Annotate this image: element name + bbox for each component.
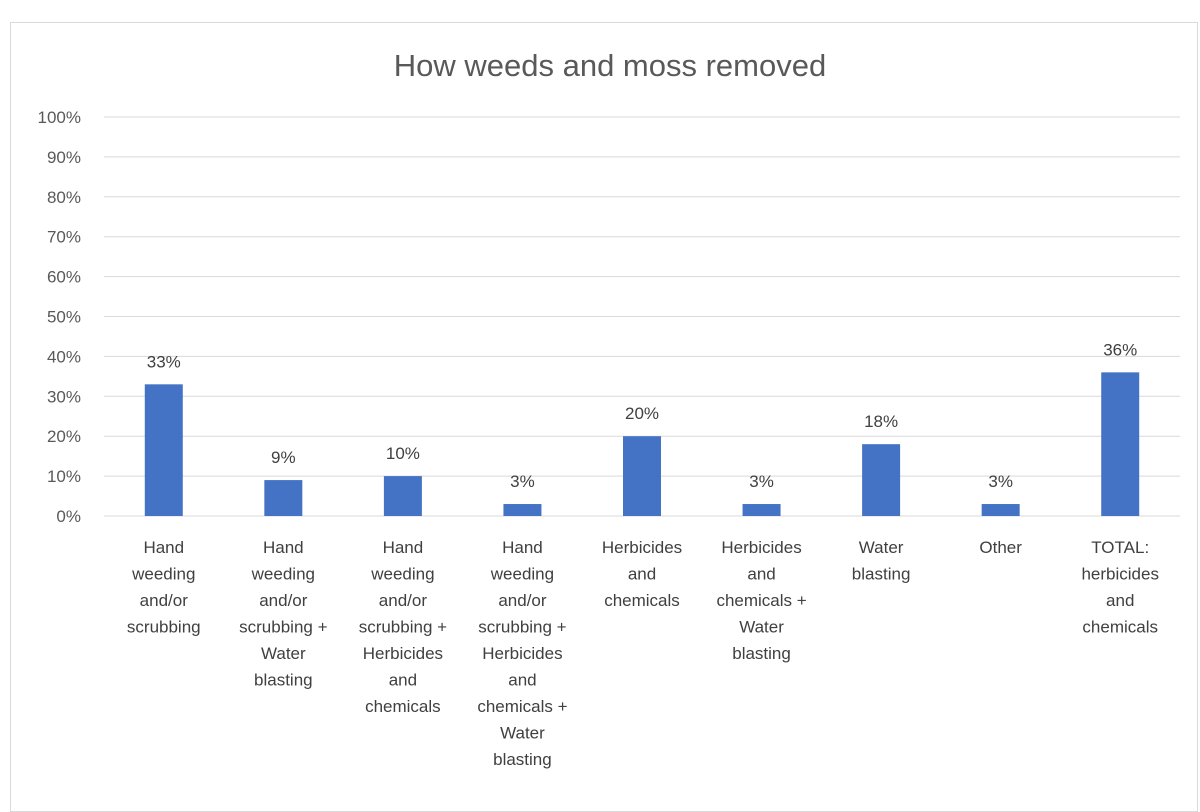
bar: [1101, 372, 1140, 516]
y-tick-label: 100%: [38, 108, 81, 127]
category-label: weeding: [251, 565, 315, 584]
category-label: scrubbing +: [239, 618, 327, 637]
data-labels: 33% 9% 10% 3% 20% 3% 18% 3% 36%: [147, 340, 1137, 491]
data-label: 10%: [386, 444, 420, 463]
category-label: Herbicides: [721, 538, 801, 557]
category-label: weeding: [490, 565, 554, 584]
category-label: and/or: [259, 591, 308, 610]
chart-frame: [10, 22, 1198, 812]
category-label: TOTAL:: [1091, 538, 1149, 557]
category-label: Herbicides: [482, 644, 562, 663]
category-label: chemicals: [604, 591, 680, 610]
category-label: Hand: [502, 538, 543, 557]
y-tick-label: 80%: [47, 188, 81, 207]
category-label: blasting: [493, 750, 552, 769]
category-label: chemicals: [365, 697, 441, 716]
bar: [144, 384, 183, 516]
y-tick-label: 30%: [47, 387, 81, 406]
category-label: Water: [500, 724, 545, 743]
category-label: Water: [859, 538, 904, 557]
y-tick-label: 50%: [47, 308, 81, 327]
category-label: and: [508, 671, 536, 690]
category-label: and/or: [498, 591, 547, 610]
category-label: chemicals: [1082, 618, 1158, 637]
category-label: Herbicides: [602, 538, 682, 557]
x-axis-category-labels: Hand weeding and/or scrubbing Hand weeding and…: [127, 538, 1159, 769]
chart-title: How weeds and moss removed: [394, 48, 826, 83]
data-label: 3%: [988, 472, 1013, 491]
data-label: 33%: [147, 352, 181, 371]
category-label: Other: [979, 538, 1022, 557]
data-label: 3%: [749, 472, 774, 491]
bar: [862, 444, 901, 516]
bar: [981, 504, 1020, 516]
category-label: and: [747, 565, 775, 584]
data-label: 36%: [1103, 340, 1137, 359]
data-label: 18%: [864, 412, 898, 431]
category-label: scrubbing +: [478, 618, 566, 637]
category-label: Herbicides: [363, 644, 443, 663]
category-label: chemicals +: [477, 697, 567, 716]
y-tick-label: 10%: [47, 467, 81, 486]
y-axis-tick-labels: 0% 10% 20% 30% 40% 50% 60% 70% 80% 90% 100%: [38, 108, 81, 526]
category-label: and: [1106, 591, 1134, 610]
category-label: blasting: [852, 565, 911, 584]
category-label: blasting: [732, 644, 791, 663]
category-label: scrubbing: [127, 618, 201, 637]
category-label: scrubbing +: [359, 618, 447, 637]
category-label: herbicides: [1081, 565, 1159, 584]
y-tick-label: 60%: [47, 268, 81, 287]
category-label: Water: [739, 618, 784, 637]
category-label: and/or: [140, 591, 189, 610]
bar: [264, 480, 303, 516]
category-label: blasting: [254, 671, 313, 690]
category-label: Hand: [143, 538, 184, 557]
y-tick-label: 40%: [47, 347, 81, 366]
category-label: weeding: [370, 565, 434, 584]
category-label: Hand: [263, 538, 304, 557]
data-label: 9%: [271, 448, 296, 467]
data-label: 20%: [625, 404, 659, 423]
bar: [383, 476, 422, 516]
category-label: Hand: [383, 538, 424, 557]
y-tick-label: 90%: [47, 148, 81, 167]
category-label: and/or: [379, 591, 428, 610]
data-label: 3%: [510, 472, 535, 491]
page-top-strip: [0, 0, 1200, 14]
gridlines: [104, 116, 1180, 517]
bar: [503, 504, 542, 516]
bar: [742, 504, 781, 516]
bar: [623, 436, 661, 516]
y-tick-label: 0%: [56, 507, 81, 526]
category-label: weeding: [131, 565, 195, 584]
category-label: chemicals +: [716, 591, 806, 610]
y-tick-label: 70%: [47, 228, 81, 247]
category-label: and: [389, 671, 417, 690]
y-tick-label: 20%: [47, 427, 81, 446]
bars: [144, 372, 1140, 516]
category-label: and: [628, 565, 656, 584]
category-label: Water: [261, 644, 306, 663]
